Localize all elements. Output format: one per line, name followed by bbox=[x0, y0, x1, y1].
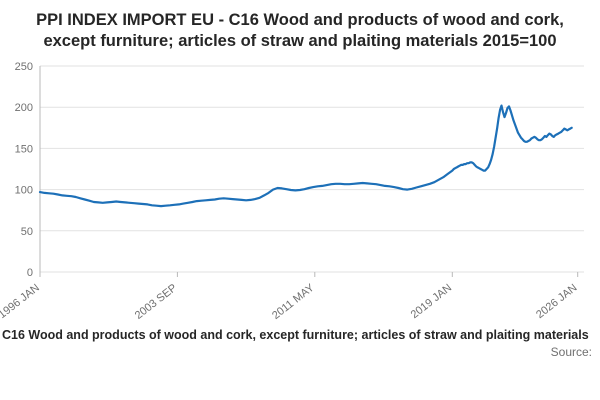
x-tick-label: 2026 JAN bbox=[534, 282, 579, 321]
y-tick-label: 50 bbox=[21, 226, 33, 238]
source-label: Source: bbox=[550, 345, 592, 360]
legend-series-label: C16 Wood and products of wood and cork, … bbox=[2, 328, 589, 343]
y-tick-label: 150 bbox=[15, 144, 33, 156]
x-tick-label: 1996 JAN bbox=[0, 282, 42, 321]
legend: C16 Wood and products of wood and cork, … bbox=[0, 328, 600, 342]
chart-title: PPI INDEX IMPORT EU - C16 Wood and produ… bbox=[36, 11, 564, 51]
x-tick-label: 2019 JAN bbox=[409, 282, 454, 321]
y-tick-label: 0 bbox=[27, 267, 33, 279]
x-tick-label: 2003 SEP bbox=[133, 282, 179, 322]
x-tick-label: 2011 MAY bbox=[270, 282, 317, 322]
y-tick-label: 200 bbox=[15, 102, 33, 114]
y-tick-label: 100 bbox=[15, 185, 33, 197]
data-series-line bbox=[38, 104, 573, 208]
y-tick-label: 250 bbox=[15, 61, 33, 73]
line-chart: 0 50 100 150 200 250 1996 JAN 2003 SEP 2011 MAY 2… bbox=[0, 61, 584, 322]
